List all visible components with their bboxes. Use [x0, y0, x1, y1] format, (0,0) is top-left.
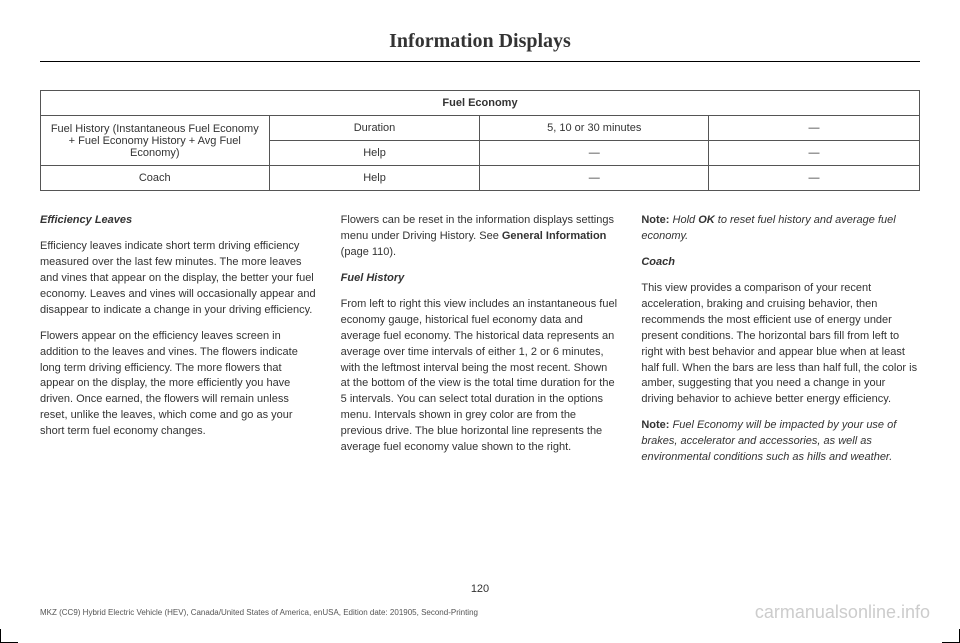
- text-ok: OK: [698, 214, 715, 226]
- link-general-information: General Information: [502, 230, 607, 242]
- table-row: Coach Help — —: [41, 166, 920, 191]
- body-columns: Efficiency Leaves Efficiency leaves indi…: [40, 213, 920, 476]
- crop-mark-icon: [942, 629, 960, 643]
- note-label: Note:: [641, 419, 669, 431]
- paragraph: From left to right this view includes an…: [341, 297, 620, 456]
- note: Note: Hold OK to reset fuel history and …: [641, 213, 920, 245]
- cell: —: [480, 166, 709, 191]
- paragraph: Flowers appear on the efficiency leaves …: [40, 329, 319, 441]
- paragraph: This view provides a comparison of your …: [641, 281, 920, 409]
- cell: —: [709, 141, 920, 166]
- subhead-coach: Coach: [641, 255, 920, 271]
- column-1: Efficiency Leaves Efficiency leaves indi…: [40, 213, 319, 476]
- text: (page 110).: [341, 246, 396, 258]
- cell: 5, 10 or 30 minutes: [480, 116, 709, 141]
- cell: —: [709, 116, 920, 141]
- page-number: 120: [0, 583, 960, 595]
- cell: Coach: [41, 166, 270, 191]
- paragraph: Flowers can be reset in the information …: [341, 213, 620, 261]
- column-2: Flowers can be reset in the information …: [341, 213, 620, 476]
- cell: Help: [269, 141, 480, 166]
- page-title: Information Displays: [40, 30, 920, 62]
- column-3: Note: Hold OK to reset fuel history and …: [641, 213, 920, 476]
- cell: Duration: [269, 116, 480, 141]
- note-label: Note:: [641, 214, 669, 226]
- subhead-fuel-history: Fuel History: [341, 271, 620, 287]
- table-row: Fuel History (Instantaneous Fuel Economy…: [41, 116, 920, 141]
- crop-mark-icon: [0, 629, 18, 643]
- footer-edition: MKZ (CC9) Hybrid Electric Vehicle (HEV),…: [40, 608, 478, 617]
- watermark: carmanualsonline.info: [755, 602, 930, 623]
- paragraph: Efficiency leaves indicate short term dr…: [40, 239, 319, 319]
- cell: —: [480, 141, 709, 166]
- note: Note: Fuel Economy will be impacted by y…: [641, 418, 920, 466]
- text: Fuel Economy will be impacted by your us…: [641, 419, 896, 463]
- subhead-efficiency-leaves: Efficiency Leaves: [40, 213, 319, 229]
- cell: —: [709, 166, 920, 191]
- table-header: Fuel Economy: [41, 91, 920, 116]
- fuel-economy-table: Fuel Economy Fuel History (Instantaneous…: [40, 90, 920, 191]
- cell-fuel-history: Fuel History (Instantaneous Fuel Economy…: [41, 116, 270, 166]
- text: Hold: [669, 214, 698, 226]
- cell: Help: [269, 166, 480, 191]
